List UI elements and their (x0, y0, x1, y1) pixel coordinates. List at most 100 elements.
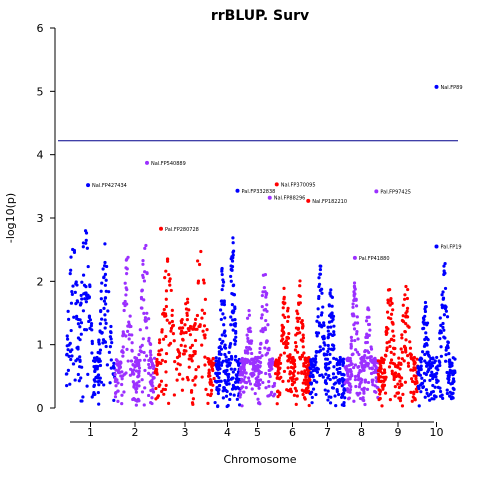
snp-point (227, 382, 231, 386)
snp-point (124, 293, 128, 297)
snp-point (296, 319, 300, 323)
snp-point (137, 371, 141, 375)
snp-point (248, 382, 253, 386)
snp-point (321, 347, 325, 351)
snp-point (330, 295, 334, 299)
snp-point (355, 321, 360, 325)
snp-point (116, 381, 120, 385)
snp-point (135, 383, 139, 388)
snp-point (446, 376, 450, 381)
snp-point (185, 311, 189, 315)
snp-point (118, 370, 122, 374)
snp-point (94, 375, 98, 379)
snp-point (286, 379, 291, 383)
snp-point (328, 377, 332, 382)
snp-point (223, 352, 227, 357)
snp-point (196, 365, 201, 369)
snp-point (141, 259, 145, 263)
snp-point (140, 390, 145, 394)
snp-point (391, 329, 395, 333)
snp-point (331, 386, 335, 390)
snp-point (75, 314, 79, 318)
snp-point (217, 357, 221, 361)
snp-point (70, 289, 74, 294)
snp-point (168, 283, 172, 287)
snp-point (260, 313, 264, 317)
snp-point (439, 345, 443, 349)
snp-point (155, 357, 159, 362)
snp-point (385, 348, 389, 353)
snp-point (370, 360, 374, 364)
snp-point (164, 370, 168, 374)
snp-point (78, 359, 82, 364)
annotated-snp-point (145, 160, 149, 165)
snp-point (294, 333, 298, 337)
snp-point (347, 389, 352, 394)
snp-point (346, 371, 350, 375)
snp-point (102, 383, 106, 387)
snp-point (259, 341, 263, 345)
snp-point (357, 385, 362, 389)
snp-point (326, 398, 330, 402)
snp-point (274, 364, 278, 368)
snp-point (271, 384, 275, 389)
snp-point (184, 302, 188, 306)
snp-point (219, 308, 223, 312)
snp-point (318, 348, 323, 353)
snp-point (221, 312, 225, 316)
snp-point (84, 241, 88, 245)
snp-point (144, 354, 149, 358)
snp-point (104, 344, 108, 349)
snp-point (323, 343, 327, 347)
snp-point (173, 360, 177, 364)
snp-point (225, 389, 229, 394)
snp-point (351, 302, 355, 306)
snp-point (68, 382, 72, 386)
snp-point (401, 303, 405, 307)
snp-point (143, 246, 147, 250)
snp-point (264, 371, 268, 376)
snp-point (198, 323, 202, 327)
snp-point (319, 313, 324, 317)
snp-point (301, 339, 305, 343)
snp-point (443, 307, 448, 311)
snp-point (172, 393, 176, 397)
snp-point (368, 366, 372, 370)
snp-point (169, 288, 173, 293)
snp-point (318, 345, 322, 349)
snp-point (233, 322, 238, 326)
snp-point (165, 257, 170, 261)
snp-point (294, 389, 298, 393)
snp-point (212, 376, 216, 381)
snp-point (203, 336, 207, 340)
snp-point (222, 386, 226, 390)
snp-point (168, 277, 172, 281)
snp-point (72, 248, 77, 253)
snp-point (147, 362, 151, 367)
snp-point (233, 306, 237, 311)
snp-point (246, 339, 250, 343)
snp-point (354, 304, 359, 308)
snp-point (188, 333, 193, 337)
snp-point (324, 381, 329, 386)
snp-point (80, 399, 84, 403)
snp-point (181, 326, 185, 330)
snp-point (140, 289, 144, 293)
snp-point (382, 379, 386, 383)
snp-point (115, 378, 119, 382)
snp-point (330, 343, 335, 347)
snp-point (360, 356, 364, 361)
snp-point (75, 299, 79, 303)
snp-point (215, 387, 219, 392)
snp-point (109, 330, 113, 334)
snp-point (365, 315, 369, 319)
snp-point (222, 299, 226, 303)
annotated-snp-point (274, 182, 279, 187)
snp-point (360, 363, 364, 367)
snp-point (216, 367, 220, 371)
snp-point (279, 339, 284, 343)
snp-point (290, 378, 294, 383)
snp-point (231, 249, 236, 253)
snp-point (151, 390, 155, 394)
snp-point (147, 371, 151, 375)
